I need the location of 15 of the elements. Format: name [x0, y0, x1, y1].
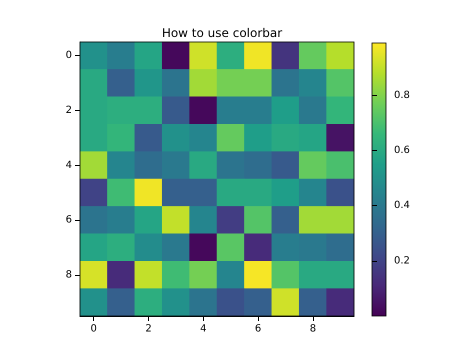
color-bar-label: 0.6 [394, 145, 410, 156]
y-tick-label: 2 [66, 105, 72, 116]
x-tick-label: 8 [310, 324, 316, 334]
y-tick-label: 6 [66, 214, 72, 226]
x-tick-label: 0 [90, 324, 97, 334]
y-tick-label: 4 [66, 160, 72, 171]
y-tick-label: 0 [66, 50, 72, 62]
y-tick-label: 8 [66, 269, 72, 280]
color-bar-label: 0.8 [394, 90, 410, 101]
x-tick-label: 4 [200, 324, 206, 334]
chart-title: How to use colorbar [162, 26, 282, 40]
color-bar-label: 0.4 [394, 200, 410, 212]
color-bar-label: 0.2 [394, 255, 410, 266]
x-tick-label: 6 [254, 324, 262, 334]
x-tick-label: 2 [145, 324, 152, 334]
